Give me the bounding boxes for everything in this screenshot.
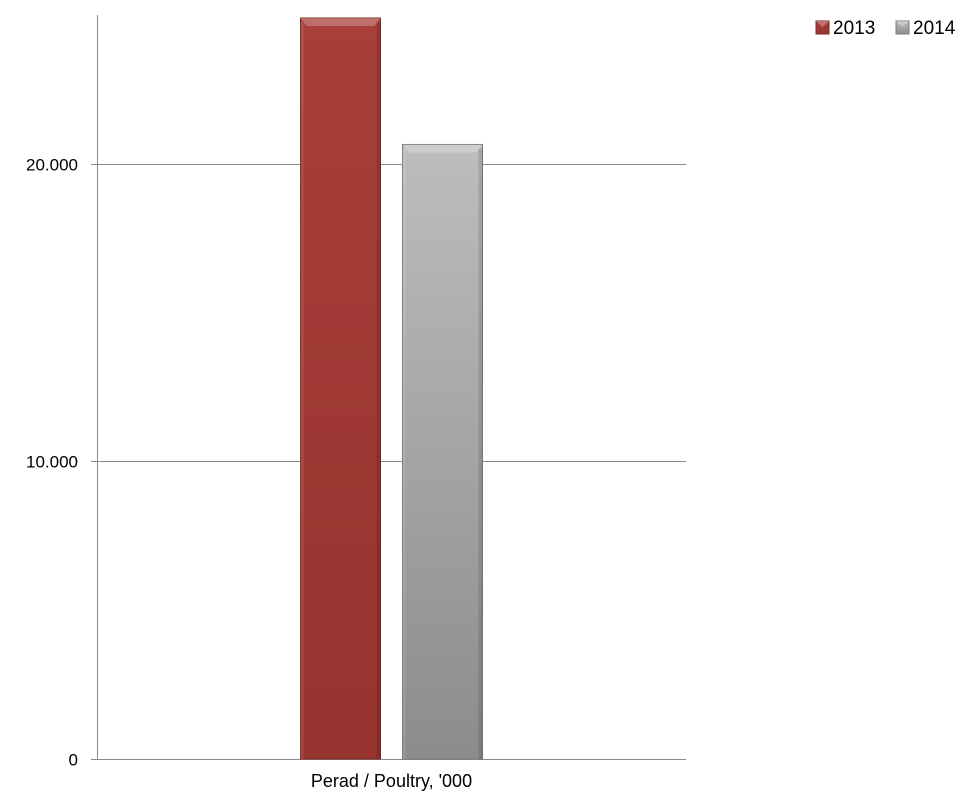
y-tick-label: 0	[69, 751, 78, 770]
legend-swatch	[815, 20, 830, 35]
axes	[91, 15, 686, 760]
y-tick-label: 10.000	[26, 453, 78, 472]
x-category-label: Perad / Poultry, '000	[311, 771, 472, 791]
legend: 2013 2014	[815, 18, 956, 39]
gridlines	[97, 164, 686, 462]
bar-2013	[300, 17, 381, 760]
legend-label: 2013	[833, 18, 875, 39]
legend-item-2014: 2014	[895, 18, 956, 39]
axis-labels: 0 10.000 20.000 Perad / Poultry, '000	[26, 156, 472, 792]
bars	[300, 17, 483, 760]
legend-label: 2014	[913, 18, 956, 39]
legend-item-2013: 2013	[815, 18, 875, 39]
y-tick-label: 20.000	[26, 156, 78, 175]
bar-2014	[402, 143, 483, 760]
legend-swatch	[895, 20, 910, 35]
